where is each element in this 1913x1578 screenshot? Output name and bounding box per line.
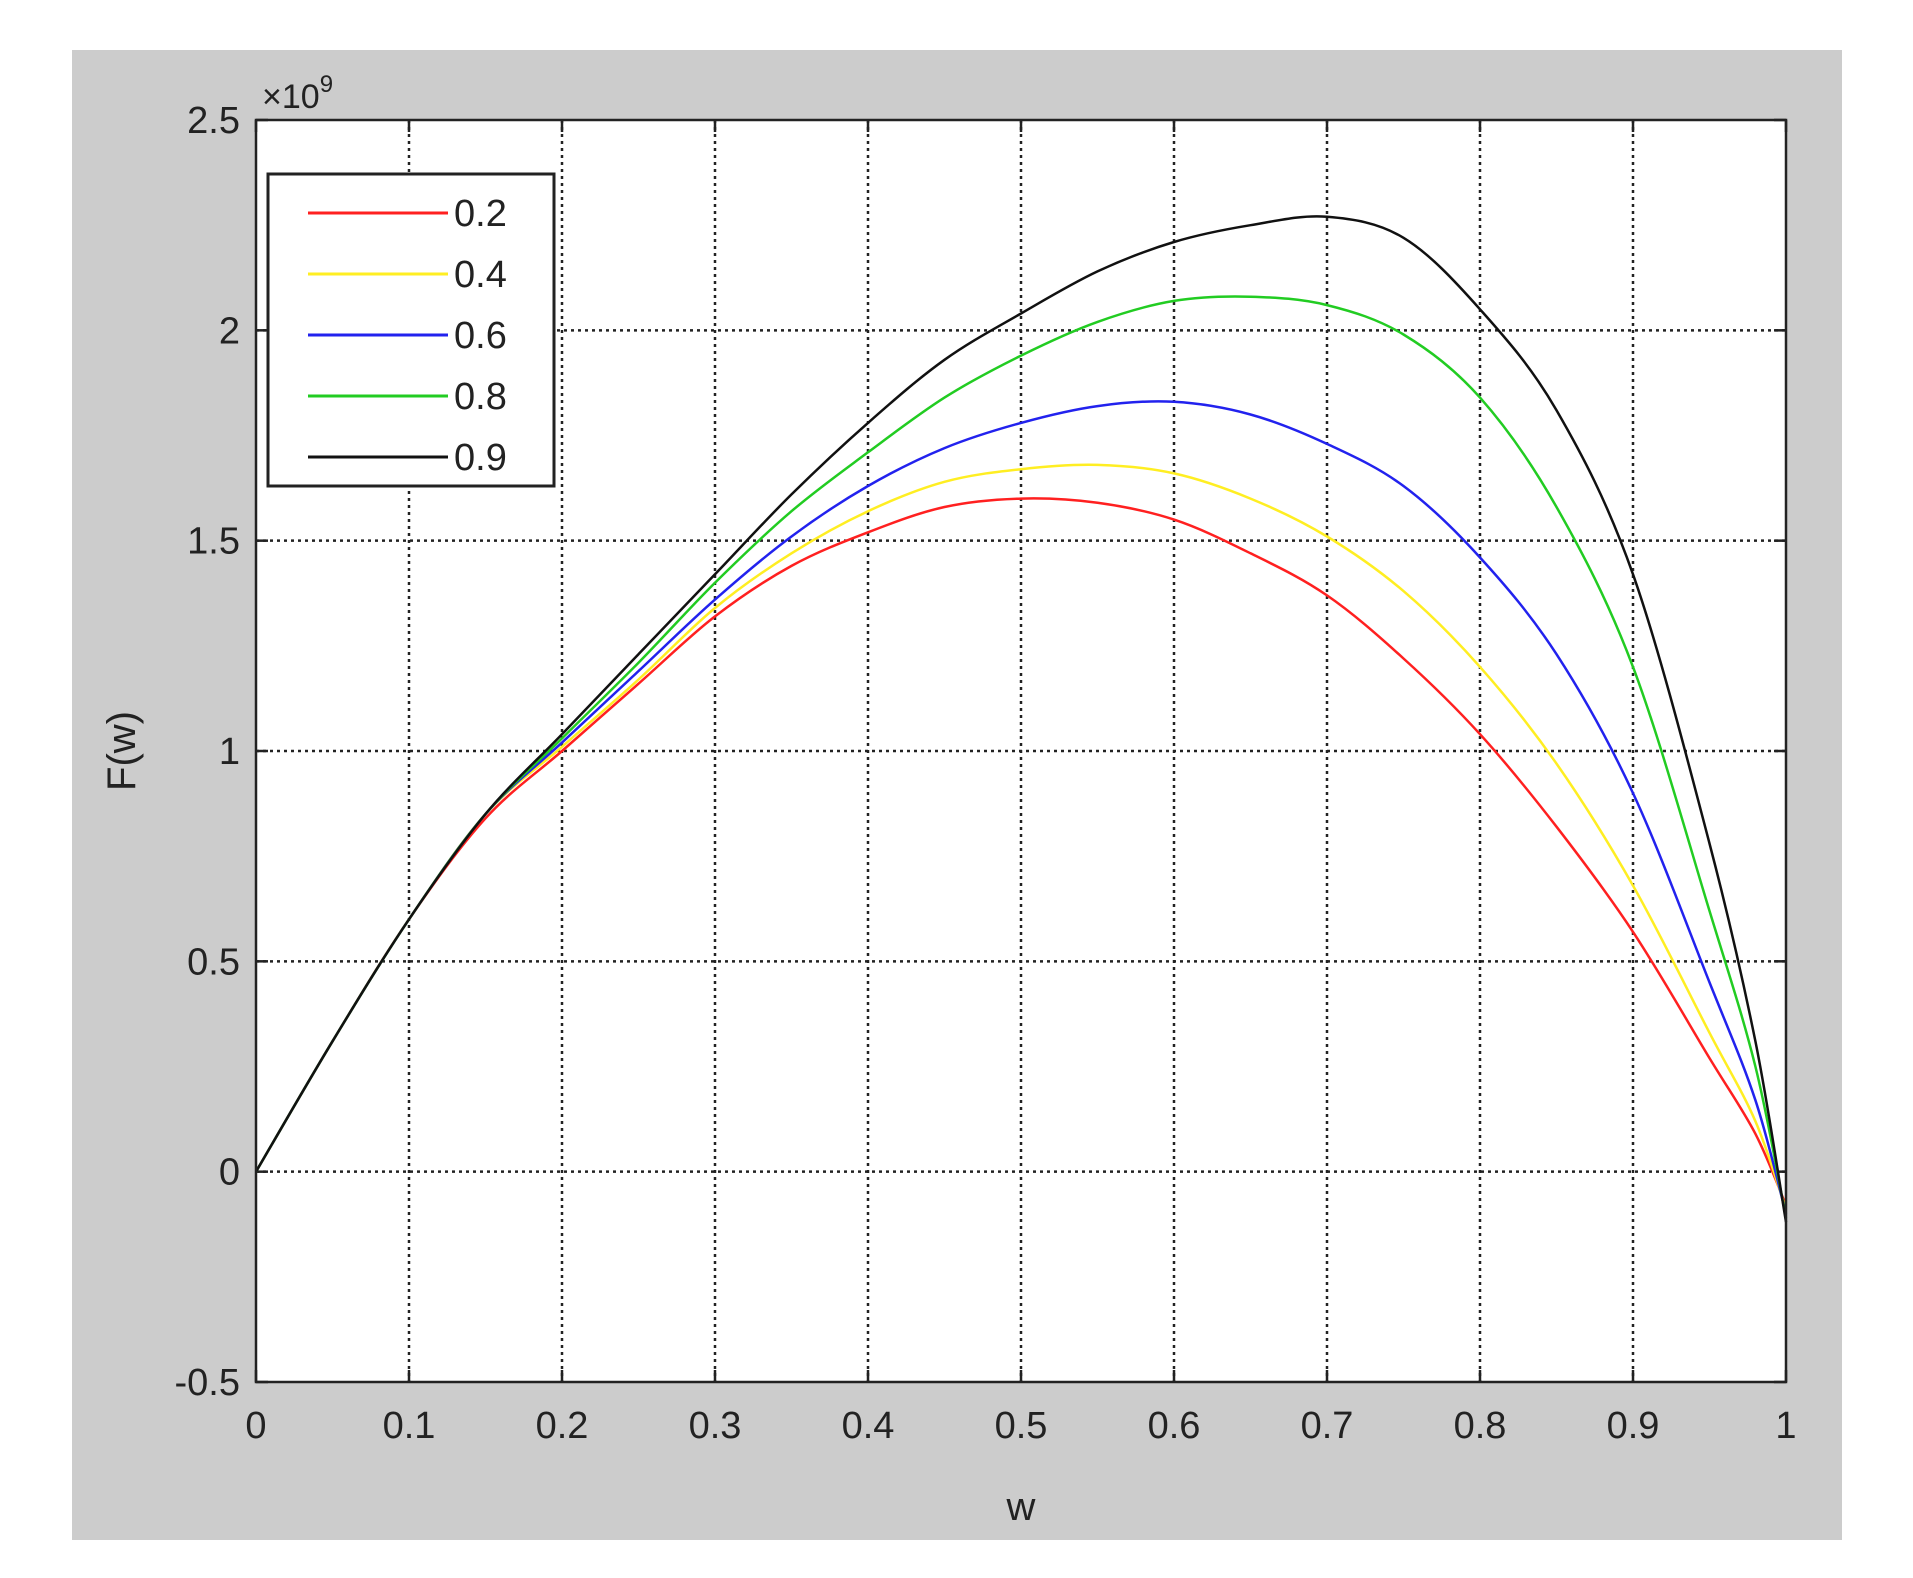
x-tick-label: 0.2 [536,1405,589,1447]
x-tick-label: 0.8 [1454,1405,1507,1447]
x-tick-label: 0 [245,1405,266,1447]
x-tick-labels: 0 0.1 0.2 0.3 0.4 0.5 0.6 0.7 0.8 0.9 1 [245,1405,1796,1447]
legend-label: 0.8 [454,376,507,418]
y-tick-label: 1 [219,731,240,773]
y-tick-label: 2.5 [187,100,240,142]
y-tick-label: 1.5 [187,521,240,563]
x-tick-label: 0.3 [689,1405,742,1447]
y-tick-labels: -0.5 0 0.5 1 1.5 2 2.5 [175,100,240,1404]
legend-label: 0.4 [454,254,507,296]
legend-box [266,172,556,488]
x-tick-label: 0.4 [842,1405,895,1447]
y-tick-label: 0.5 [187,941,240,983]
legend-entries: 0.2 0.4 0.6 0.8 0.9 [308,193,507,479]
y-tick-label: 2 [219,310,240,352]
x-tick-label: 0.7 [1301,1405,1354,1447]
legend: 0.2 0.4 0.6 0.8 0.9 [266,172,556,488]
x-tick-label: 0.5 [995,1405,1048,1447]
y-tick-label: 0 [219,1152,240,1194]
grid [254,118,1788,1384]
x-axis-label: w [1006,1485,1036,1529]
x-tick-label: 0.6 [1148,1405,1201,1447]
series-line-0.9 [254,215,1788,1223]
plot-frame [254,118,1788,1384]
series-line-0.2 [254,497,1788,1206]
x-tick-label: 0.9 [1607,1405,1660,1447]
legend-label: 0.6 [454,315,507,357]
y-exponent-label: ×109 [262,71,333,116]
y-axis-label: F(w) [100,711,144,791]
x-tick-label: 1 [1775,1405,1796,1447]
series-lines [254,215,1788,1223]
legend-label: 0.2 [454,193,507,235]
y-tick-label: -0.5 [175,1362,240,1404]
x-tick-label: 0.1 [383,1405,436,1447]
legend-label: 0.9 [454,437,507,479]
